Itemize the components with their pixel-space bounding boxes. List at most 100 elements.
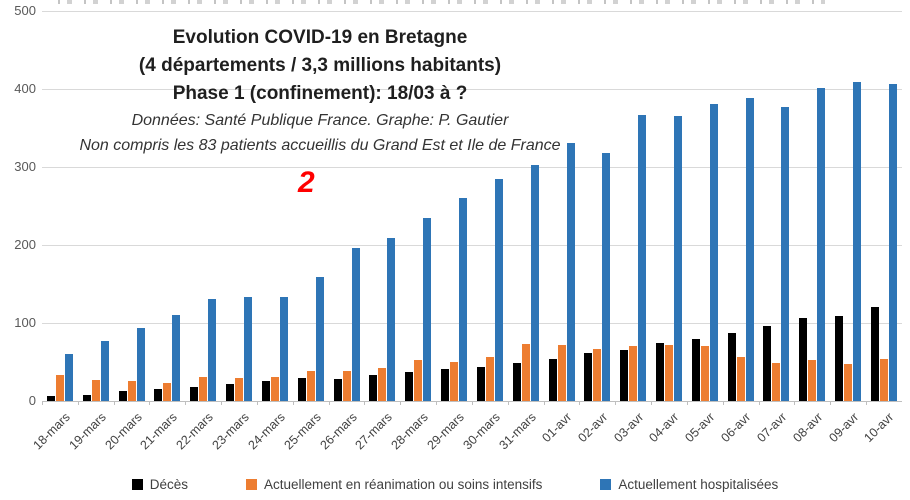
bar-deces (512, 362, 521, 401)
bar-hospitalisees (423, 217, 432, 401)
bar-group (723, 11, 759, 401)
y-axis-tick-label: 0 (28, 393, 36, 409)
bar-group (794, 11, 830, 401)
legend-swatch-deces (131, 478, 143, 490)
bar-reanimation (664, 344, 673, 401)
x-axis-tick-label: 06-avr (718, 410, 754, 445)
legend-label-hospitalisees: Actuellement hospitalisées (618, 476, 779, 492)
bar-hospitalisees (208, 298, 217, 401)
bar-hospitalisees (602, 152, 611, 401)
bar-hospitalisees (817, 88, 826, 401)
bar-group (221, 11, 257, 401)
x-axis-cell: 24-mars (245, 401, 293, 461)
gridline (42, 11, 902, 12)
bar-deces (46, 396, 55, 401)
legend-item-reanimation: Actuellement en réanimation ou soins int… (246, 477, 542, 492)
bar-deces (548, 358, 557, 401)
bar-deces (82, 394, 91, 401)
bar-reanimation (450, 362, 459, 401)
y-axis-tick-label: 100 (14, 315, 36, 331)
x-axis-cell: 27-mars (353, 401, 400, 461)
bar-hospitalisees (853, 81, 862, 401)
x-axis-cell: 08-avr (790, 401, 830, 461)
bar-deces (190, 386, 199, 401)
bar-hospitalisees (172, 315, 181, 401)
bar-deces (333, 379, 342, 401)
bar-reanimation (378, 368, 387, 401)
x-axis-cell: 19-mars (66, 401, 114, 461)
gridline (42, 89, 902, 90)
x-axis-cell: 10-avr (862, 401, 902, 461)
bar-hospitalisees (745, 98, 754, 401)
bar-deces (727, 333, 736, 401)
legend-item-hospitalisees: Actuellement hospitalisées (600, 477, 778, 492)
bar-deces (655, 343, 664, 401)
phase-annotation: 2 (298, 166, 315, 199)
x-axis-cell: 29-mars (424, 401, 472, 461)
bar-hospitalisees (781, 106, 790, 401)
bar-group (185, 11, 221, 401)
gridline (42, 245, 902, 246)
x-axis-cell: 30-mars (460, 401, 508, 461)
gridline (42, 167, 902, 168)
x-axis-cell: 05-avr (683, 401, 723, 461)
bar-reanimation (844, 363, 853, 401)
x-axis-labels: 18-mars 19-mars 20-mars 21-mars 22-mars 23-ma… (30, 401, 902, 461)
x-axis-tick-label: 07-avr (754, 410, 790, 445)
x-axis-tick-label: 03-avr (610, 410, 646, 445)
bar-group (400, 11, 436, 401)
bar-hospitalisees (136, 328, 145, 401)
bar-group (544, 11, 580, 401)
bar-hospitalisees (638, 114, 647, 401)
bar-reanimation (163, 383, 172, 401)
bar-group (293, 11, 329, 401)
y-axis-labels: 0 100 200 300 400 500 (0, 3, 36, 408)
bar-reanimation (342, 370, 351, 401)
bar-group (759, 11, 795, 401)
plot-area (42, 11, 902, 402)
bar-hospitalisees (566, 142, 575, 401)
x-axis-cell: 28-mars (389, 401, 436, 461)
x-axis-tick-label: 02-avr (575, 410, 611, 445)
bar-group (472, 11, 508, 401)
x-axis-cell: 02-avr (575, 401, 615, 461)
bar-reanimation (808, 360, 817, 401)
x-axis-cell: 18-mars (30, 401, 78, 461)
bar-hospitalisees (64, 354, 73, 401)
bar-group (78, 11, 114, 401)
bar-deces (476, 366, 485, 401)
bar-deces (405, 372, 414, 401)
legend-label-reanimation: Actuellement en réanimation ou soins int… (264, 476, 543, 492)
bars (42, 11, 902, 401)
bar-group (508, 11, 544, 401)
x-axis-tick-label: 01-avr (539, 410, 575, 445)
bar-group (687, 11, 723, 401)
bar-deces (154, 388, 163, 401)
bar-deces (835, 315, 844, 401)
bar-reanimation (235, 377, 244, 401)
bar-reanimation (91, 379, 100, 401)
bar-reanimation (414, 360, 423, 401)
bar-hospitalisees (244, 297, 253, 401)
bar-hospitalisees (673, 116, 682, 401)
bar-deces (799, 318, 808, 401)
bar-group (114, 11, 150, 401)
bar-reanimation (55, 375, 64, 401)
y-axis-tick-label: 400 (14, 81, 36, 97)
gridline (42, 401, 902, 402)
bar-group (364, 11, 400, 401)
y-axis-tick-label: 500 (14, 3, 36, 19)
bar-reanimation (700, 345, 709, 401)
bar-group (149, 11, 185, 401)
gridlines (42, 11, 902, 402)
gridline (42, 323, 902, 324)
bar-hospitalisees (351, 248, 360, 401)
bar-reanimation (270, 376, 279, 401)
y-axis-tick-label: 200 (14, 237, 36, 253)
bar-hospitalisees (459, 198, 468, 401)
bar-deces (226, 383, 235, 401)
x-axis-tick-label: 05-avr (682, 410, 718, 445)
bar-hospitalisees (387, 237, 396, 401)
bar-group (651, 11, 687, 401)
